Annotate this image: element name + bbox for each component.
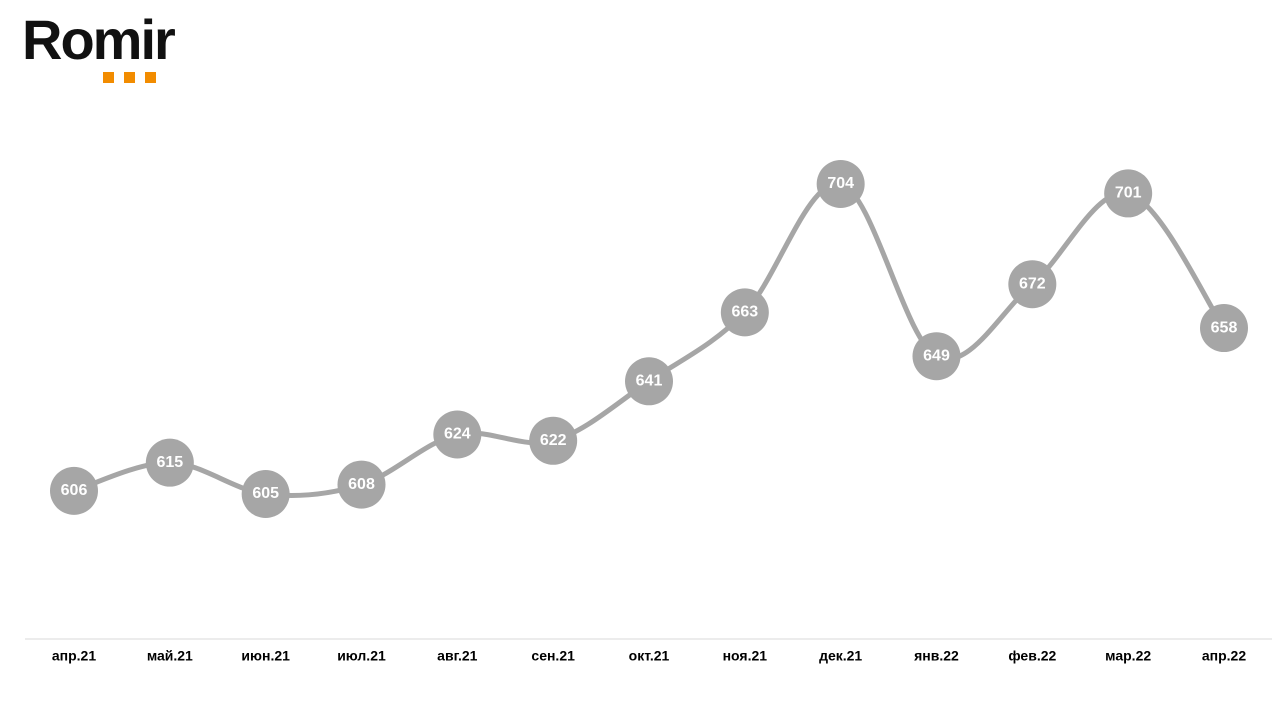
x-tick-label: окт.21 <box>629 648 670 664</box>
data-label: 672 <box>1019 275 1046 292</box>
data-point <box>241 470 290 518</box>
x-tick-label: мар.22 <box>1105 648 1151 664</box>
data-label: 624 <box>444 426 471 443</box>
data-label: 615 <box>156 454 183 471</box>
logo-dot <box>103 72 114 83</box>
data-point <box>912 332 961 381</box>
data-label: 704 <box>827 175 854 192</box>
data-label: 663 <box>731 304 758 321</box>
data-point <box>529 416 578 465</box>
data-label: 658 <box>1211 319 1238 336</box>
x-tick-label: сен.21 <box>531 648 575 664</box>
data-label: 622 <box>540 432 567 449</box>
data-point <box>50 466 98 515</box>
data-point <box>1200 304 1248 353</box>
x-tick-label: дек.21 <box>819 648 862 664</box>
x-tick-label: ноя.21 <box>723 648 768 664</box>
data-point <box>433 410 482 459</box>
data-point <box>337 460 386 509</box>
data-point <box>1104 169 1153 218</box>
logo-dot <box>145 72 156 83</box>
x-tick-label: фев.22 <box>1008 648 1056 664</box>
data-label: 606 <box>61 482 88 499</box>
x-tick-label: апр.21 <box>52 648 96 664</box>
data-point <box>1008 260 1057 309</box>
data-label: 605 <box>252 485 279 502</box>
x-tick-label: июн.21 <box>241 648 290 664</box>
data-label: 701 <box>1115 185 1142 202</box>
x-tick-label: июл.21 <box>337 648 386 664</box>
x-tick-label: апр.22 <box>1202 648 1246 664</box>
data-point <box>816 160 865 208</box>
x-tick-label: авг.21 <box>437 648 477 664</box>
data-point <box>145 438 194 487</box>
data-point <box>625 357 673 406</box>
brand-logo: Romir <box>22 8 175 71</box>
data-point <box>720 288 769 337</box>
x-tick-label: янв.22 <box>914 648 959 664</box>
data-label: 641 <box>636 372 663 389</box>
data-label: 608 <box>348 476 375 493</box>
x-tick-label: май.21 <box>147 648 193 664</box>
logo-dot <box>124 72 135 83</box>
series-line <box>73 181 1227 498</box>
data-label: 649 <box>923 347 950 364</box>
